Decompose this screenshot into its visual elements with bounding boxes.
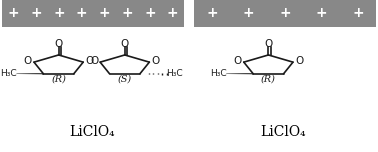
Text: (R): (R) (51, 75, 66, 84)
Text: +: + (8, 6, 19, 20)
Text: LiClO₄: LiClO₄ (69, 125, 115, 139)
Text: +: + (243, 6, 254, 20)
Bar (2, 0, 184, 27)
Bar (194, 0, 376, 27)
Text: H₃C: H₃C (166, 69, 183, 78)
Text: O: O (90, 56, 98, 66)
Text: +: + (206, 6, 218, 20)
Text: O: O (85, 56, 93, 66)
Text: O: O (234, 56, 242, 66)
Text: (R): (R) (261, 75, 276, 84)
Text: LiClO₄: LiClO₄ (261, 125, 306, 139)
Text: +: + (279, 6, 291, 20)
Text: O: O (54, 39, 63, 49)
Text: O: O (295, 56, 303, 66)
Text: +: + (316, 6, 327, 20)
Text: +: + (352, 6, 364, 20)
Polygon shape (17, 73, 43, 74)
Polygon shape (226, 73, 253, 74)
Text: H₃C: H₃C (210, 69, 227, 78)
Text: +: + (30, 6, 42, 20)
Text: +: + (99, 6, 110, 20)
Text: H₃C: H₃C (0, 69, 17, 78)
Text: +: + (76, 6, 87, 20)
Text: (S): (S) (118, 75, 132, 84)
Text: O: O (121, 39, 129, 49)
Text: O: O (24, 56, 32, 66)
Text: +: + (53, 6, 65, 20)
Text: O: O (151, 56, 160, 66)
Text: O: O (264, 39, 273, 49)
Text: +: + (167, 6, 178, 20)
Text: +: + (144, 6, 156, 20)
Text: +: + (121, 6, 133, 20)
